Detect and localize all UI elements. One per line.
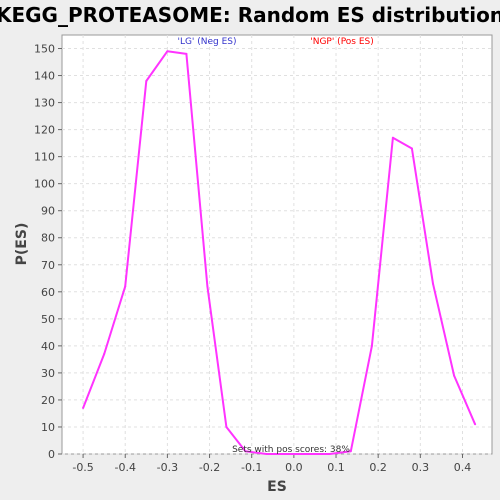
y-tick-label: 140 xyxy=(34,70,55,83)
y-tick-label: 10 xyxy=(41,421,55,434)
x-tick-label: 0.0 xyxy=(285,461,303,474)
pos-es-legend: 'NGP' (Pos ES) xyxy=(310,37,374,47)
data-point xyxy=(391,136,394,139)
data-point xyxy=(305,453,308,455)
y-tick-label: 100 xyxy=(34,178,55,191)
y-axis-title: P(ES) xyxy=(14,223,30,266)
axis-layer: 0 10 20 30 40 50 60 70 80 90 100 110 120 130 140 150 -0.… xyxy=(34,43,471,474)
data-point xyxy=(166,50,169,53)
y-tick-label: 30 xyxy=(41,367,55,380)
pos-scores-annotation: Sets with pos scores: 38% xyxy=(232,445,350,455)
x-tick-label: -0.3 xyxy=(157,461,178,474)
y-tick-label: 90 xyxy=(41,205,55,218)
data-point xyxy=(145,79,148,82)
data-point xyxy=(82,407,85,410)
data-point xyxy=(370,344,373,347)
x-tick-label: 0.2 xyxy=(369,461,387,474)
y-tick-label: 80 xyxy=(41,232,55,245)
x-tick-label: 0.3 xyxy=(412,461,430,474)
data-point xyxy=(431,282,434,285)
y-tick-label: 50 xyxy=(41,313,55,326)
data-point xyxy=(284,453,287,455)
data-point xyxy=(349,450,352,453)
y-tick-label: 130 xyxy=(34,97,55,110)
x-tick-label: 0.1 xyxy=(327,461,345,474)
x-axis-title: ES xyxy=(267,479,287,495)
data-point xyxy=(265,453,268,455)
data-point xyxy=(453,374,456,377)
data-point xyxy=(244,450,247,453)
data-point xyxy=(225,425,228,428)
data-point xyxy=(124,285,127,288)
x-tick-label: -0.2 xyxy=(199,461,220,474)
series-line xyxy=(82,50,477,455)
grid-layer xyxy=(62,35,492,455)
y-tick-label: 0 xyxy=(48,448,55,461)
data-point xyxy=(185,52,188,55)
y-tick-label: 120 xyxy=(34,124,55,137)
series-layer xyxy=(82,50,477,455)
y-tick-label: 110 xyxy=(34,151,55,164)
y-tick-label: 70 xyxy=(41,259,55,272)
x-tick-label: -0.5 xyxy=(72,461,93,474)
y-tick-label: 150 xyxy=(34,43,55,56)
y-tick-label: 40 xyxy=(41,340,55,353)
chart-title: KEGG_PROTEASOME: Random ES distribution xyxy=(0,3,500,27)
neg-es-legend: 'LG' (Neg ES) xyxy=(177,37,236,47)
x-tick-label: -0.4 xyxy=(115,461,136,474)
y-tick-label: 20 xyxy=(41,394,55,407)
x-tick-label: 0.4 xyxy=(454,461,472,474)
x-tick-label: -0.1 xyxy=(241,461,262,474)
data-point xyxy=(474,423,477,426)
data-point xyxy=(410,147,413,150)
data-point xyxy=(206,285,209,288)
data-point xyxy=(103,352,106,355)
data-point xyxy=(328,453,331,455)
y-tick-label: 60 xyxy=(41,286,55,299)
